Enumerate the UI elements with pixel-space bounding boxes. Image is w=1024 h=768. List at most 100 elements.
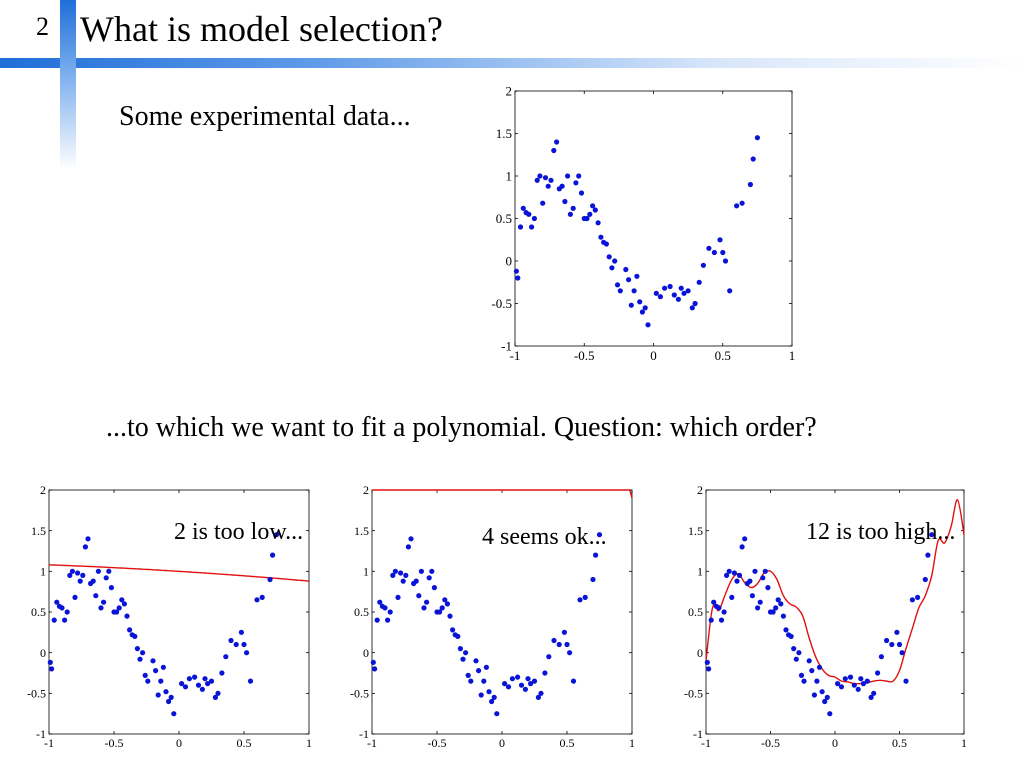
data-point	[757, 599, 763, 605]
plot-frame	[514, 90, 793, 347]
data-point	[505, 684, 512, 690]
data-point	[398, 570, 404, 576]
data-point	[228, 637, 234, 644]
data-point	[47, 659, 53, 665]
y-tick-label: 1.5	[496, 126, 512, 141]
data-point	[426, 575, 432, 581]
y-tick-label: -0.5	[27, 687, 46, 701]
chart-svg: -1 -0.5 0 0.5 1 -1 -0.5 0 0.5 1 1.5 2	[350, 483, 635, 750]
data-point	[573, 180, 579, 186]
data-point	[903, 678, 909, 684]
data-point	[80, 572, 86, 578]
data-point	[700, 262, 706, 268]
data-point	[718, 617, 725, 623]
data-point	[798, 672, 805, 678]
data-point	[739, 544, 745, 550]
data-point	[704, 659, 710, 665]
data-point	[809, 668, 815, 674]
data-point	[878, 654, 884, 660]
data-point	[796, 650, 802, 656]
data-point	[816, 664, 823, 670]
data-point	[385, 617, 391, 623]
data-point	[582, 594, 588, 600]
data-point	[491, 694, 497, 700]
y-tick-label: 2	[40, 483, 46, 497]
subtitle-text: Some experimental data...	[119, 101, 411, 132]
data-point	[254, 597, 260, 603]
y-tick-label: -1	[693, 727, 703, 741]
data-point	[838, 684, 845, 690]
data-point	[556, 641, 562, 648]
data-point	[418, 568, 424, 574]
data-point	[395, 594, 401, 600]
x-tick-label: 0.5	[237, 736, 252, 750]
y-tick-label: 2	[697, 483, 703, 497]
data-point	[270, 552, 276, 558]
data-point	[545, 183, 551, 189]
y-tick-label: -1	[359, 727, 369, 741]
data-point	[596, 532, 603, 538]
y-tick-label: 1	[506, 169, 513, 184]
data-point	[598, 234, 604, 240]
data-point	[801, 678, 807, 684]
data-point	[711, 249, 717, 256]
data-point	[247, 678, 254, 684]
data-point	[762, 568, 768, 574]
data-point	[868, 694, 874, 700]
x-tick-label: -0.5	[574, 348, 595, 363]
data-point	[233, 641, 239, 648]
data-point	[515, 674, 521, 680]
data-point	[564, 641, 570, 648]
data-point	[160, 664, 166, 670]
data-point	[77, 578, 83, 584]
data-point	[577, 597, 583, 603]
data-point	[513, 268, 519, 274]
data-point	[783, 627, 789, 633]
data-point	[522, 686, 528, 692]
data-point	[603, 241, 609, 247]
data-point	[681, 290, 687, 296]
data-point	[922, 576, 928, 583]
data-point	[540, 200, 546, 206]
data-point	[538, 690, 544, 696]
data-point	[675, 296, 681, 302]
y-tick-label: 0.5	[688, 605, 703, 619]
x-tick-label: 0	[499, 736, 505, 750]
x-tick-label: 1	[629, 736, 635, 750]
data-point	[706, 666, 712, 672]
data-point	[208, 678, 215, 684]
chart-svg: -1 -0.5 0 0.5 1 -1 -0.5 0 0.5 1 1.5 2	[27, 483, 312, 750]
x-tick-label: -1	[701, 736, 711, 750]
data-point	[542, 175, 549, 181]
data-point	[49, 666, 55, 672]
data-point	[442, 597, 448, 603]
data-point	[864, 678, 870, 684]
data-point	[137, 656, 143, 662]
data-point	[476, 668, 482, 674]
data-point	[457, 646, 463, 652]
data-point	[773, 605, 779, 611]
data-point	[413, 578, 419, 584]
data-point	[525, 676, 531, 682]
data-point	[75, 570, 81, 576]
data-point	[199, 686, 205, 692]
data-point	[855, 686, 861, 692]
data-point	[780, 613, 786, 619]
data-point	[871, 690, 877, 696]
data-point	[750, 156, 756, 162]
data-point	[551, 147, 557, 154]
data-point	[421, 605, 427, 611]
data-point	[736, 572, 743, 578]
x-tick-label: 0	[832, 736, 838, 750]
y-tick-label: 1.5	[31, 524, 46, 538]
x-tick-label: 1	[961, 736, 967, 750]
data-point	[267, 576, 273, 583]
data-point	[678, 285, 684, 291]
data-point	[889, 641, 895, 648]
y-tick-label: 1.5	[354, 524, 369, 538]
data-point	[754, 135, 760, 141]
data-point	[909, 597, 915, 603]
data-point	[626, 277, 632, 283]
header-accent-bar	[0, 58, 1024, 68]
data-point	[824, 694, 830, 700]
